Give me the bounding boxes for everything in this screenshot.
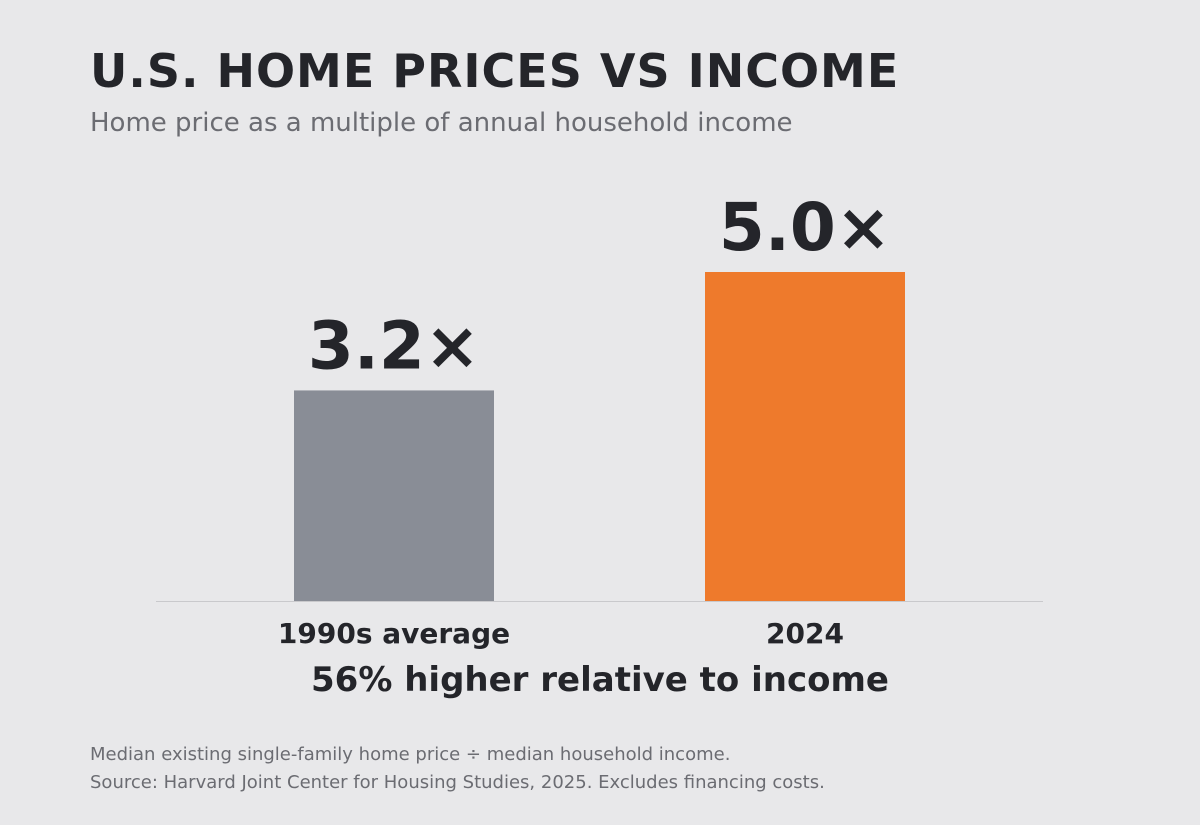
bar-2024 [705, 272, 905, 601]
chart-title: U.S. HOME PRICES VS INCOME [90, 44, 900, 98]
chart-subtitle: Home price as a multiple of annual house… [90, 108, 793, 138]
source-note: Source: Harvard Joint Center for Housing… [90, 772, 825, 793]
bar-value-label: 5.0× [719, 189, 891, 266]
bar-1990s-average [294, 390, 494, 601]
methodology-note: Median existing single-family home price… [90, 744, 731, 765]
takeaway-text: 56% higher relative to income [311, 660, 889, 700]
category-label: 2024 [766, 617, 844, 650]
bar-value-label: 3.2× [308, 307, 480, 384]
category-label: 1990s average [278, 617, 510, 650]
